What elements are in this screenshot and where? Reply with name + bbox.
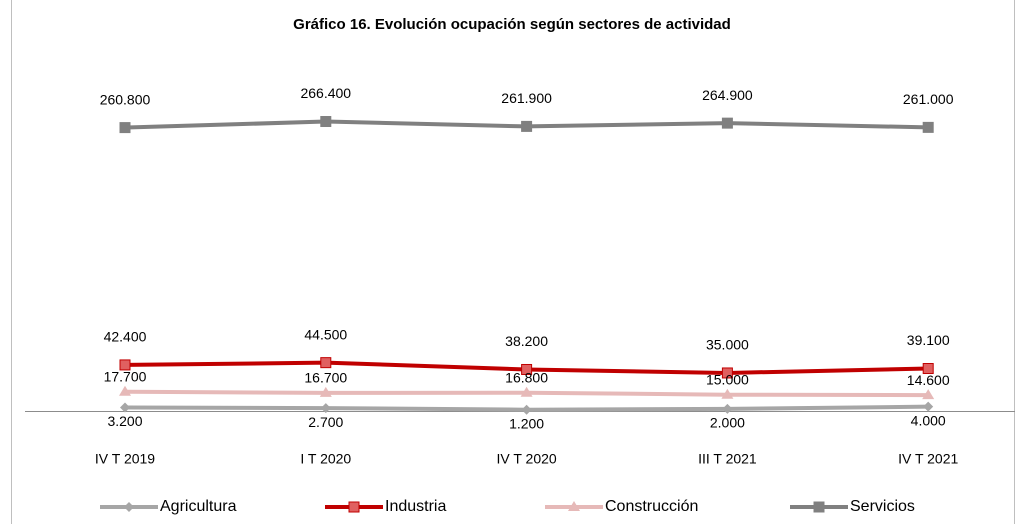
- data-label: 261.000: [903, 91, 954, 107]
- x-tick-label: IV T 2021: [898, 451, 958, 467]
- point-marker: [521, 363, 533, 375]
- data-label: 3.200: [107, 413, 142, 429]
- x-tick-label: I T 2020: [300, 451, 351, 467]
- data-label: 16.700: [304, 370, 347, 386]
- legend-label: Agricultura: [160, 498, 237, 515]
- legend-label: Construcción: [605, 498, 698, 515]
- data-label: 44.500: [304, 326, 347, 342]
- point-marker: [722, 403, 733, 414]
- x-tick-label: III T 2021: [698, 451, 757, 467]
- chart-border: [11, 0, 1015, 524]
- legend-marker: [568, 501, 580, 511]
- point-marker: [320, 403, 331, 414]
- legend-marker: [813, 501, 825, 513]
- point-marker: [119, 122, 131, 134]
- data-label: 260.800: [100, 91, 151, 107]
- point-marker: [520, 386, 533, 397]
- point-marker: [923, 401, 934, 412]
- point-marker: [521, 404, 532, 415]
- data-label: 16.800: [505, 369, 548, 385]
- point-marker: [721, 117, 733, 129]
- legend-label: Servicios: [850, 498, 915, 515]
- legend-marker: [124, 502, 134, 512]
- point-marker: [721, 367, 733, 379]
- point-marker: [120, 402, 130, 413]
- point-marker: [922, 121, 934, 133]
- data-label: 261.900: [501, 90, 552, 106]
- point-marker: [119, 385, 131, 396]
- point-marker: [521, 120, 533, 132]
- legend-marker: [348, 501, 360, 513]
- data-label: 266.400: [300, 85, 351, 101]
- data-label: 35.000: [706, 337, 749, 353]
- data-label: 15.000: [706, 371, 749, 387]
- data-label: 38.200: [505, 333, 548, 349]
- point-marker: [319, 386, 332, 397]
- point-marker: [922, 363, 934, 375]
- data-label: 4.000: [911, 412, 946, 428]
- data-label: 264.900: [702, 87, 753, 103]
- data-label: 2.000: [710, 415, 745, 431]
- point-marker: [922, 389, 935, 400]
- data-label: 1.200: [509, 415, 544, 431]
- point-marker: [320, 116, 332, 128]
- point-marker: [320, 357, 332, 369]
- legend-label: Industria: [385, 498, 446, 515]
- data-label: 14.600: [907, 372, 950, 388]
- data-label: 17.700: [104, 368, 147, 384]
- x-tick-label: IV T 2020: [496, 451, 556, 467]
- data-label: 42.400: [104, 329, 147, 345]
- data-label: 39.100: [907, 332, 950, 348]
- data-label: 2.700: [308, 414, 343, 430]
- x-tick-label: IV T 2019: [95, 451, 155, 467]
- point-marker: [119, 359, 131, 371]
- point-marker: [721, 388, 734, 399]
- chart-title: Gráfico 16. Evolución ocupación según se…: [293, 16, 731, 33]
